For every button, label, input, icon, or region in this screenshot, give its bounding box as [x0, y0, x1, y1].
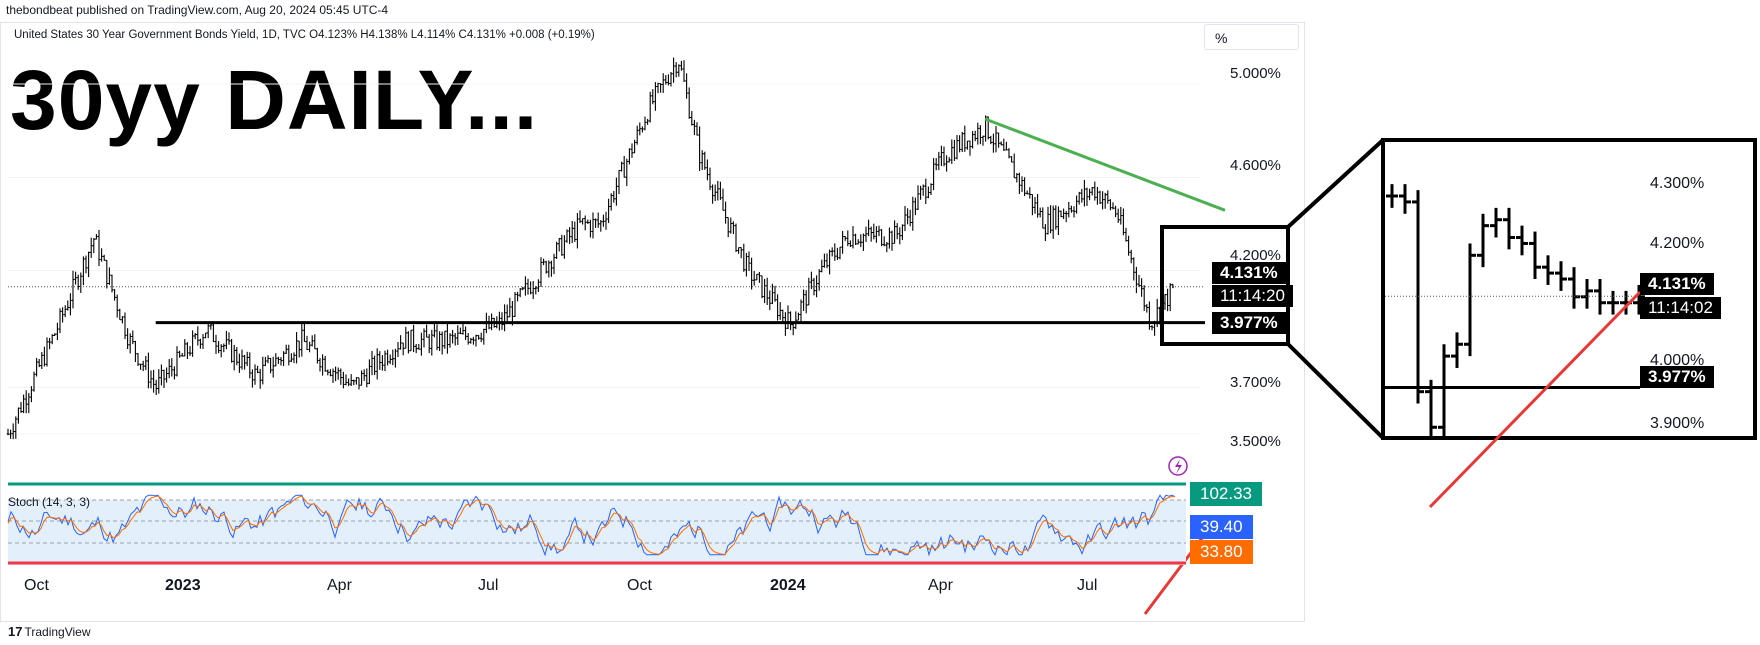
zoom-support-tag: 3.977% — [1640, 366, 1714, 388]
zoom-axis-label: 3.900% — [1650, 415, 1705, 432]
overlay-title: 30yy DAILY... — [10, 53, 539, 147]
time-axis-label: Apr — [327, 577, 352, 594]
time-axis-label: 2024 — [770, 577, 806, 594]
tradingview-footer: 17 TradingView — [8, 624, 91, 639]
replay-bolt-icon — [1175, 459, 1182, 474]
publish-header: thebondbeat published on TradingView.com… — [6, 3, 389, 17]
zoom-connector-top — [1286, 138, 1385, 229]
upper-band-tag: 102.33 — [1190, 482, 1262, 506]
time-axis-label: Jul — [478, 577, 499, 594]
zoom-trend-arrow — [1428, 290, 1642, 509]
zoom-axis-label: 4.200% — [1650, 235, 1705, 252]
price-axis-label: 3.500% — [1230, 433, 1281, 450]
replay-icon — [1168, 456, 1188, 476]
price-axis-label: 4.600% — [1230, 157, 1281, 174]
time-axis-label: 2023 — [165, 577, 201, 594]
scale-percent-button[interactable]: % — [1204, 24, 1299, 50]
oscillator-title[interactable]: Stoch (14, 3, 3) — [8, 495, 91, 509]
time-axis-label: Jul — [1077, 577, 1098, 594]
price-axis-label: 3.700% — [1230, 374, 1281, 391]
tradingview-brand: TradingView — [24, 625, 91, 639]
support-price-tag: 3.977% — [1212, 312, 1286, 334]
tradingview-logo-icon: 17 — [8, 624, 23, 639]
time-axis-label: Oct — [627, 577, 652, 594]
stoch-d-tag: 33.80 — [1190, 540, 1253, 564]
stoch-k-tag: 39.40 — [1190, 515, 1253, 539]
symbol-legend[interactable]: United States 30 Year Government Bonds Y… — [14, 29, 595, 41]
stoch-k-line — [7, 494, 1176, 557]
price-axis-label: 5.000% — [1230, 65, 1281, 82]
chart-frame — [0, 22, 1305, 622]
time-axis-label: Oct — [24, 577, 49, 594]
last-price-tag: 4.131% — [1212, 262, 1286, 284]
price-axis-label: 4.200% — [1230, 247, 1281, 264]
time-axis-label: Apr — [928, 577, 953, 594]
zoom-price-tag: 4.131% — [1640, 273, 1714, 295]
downtrend-line — [984, 117, 1226, 212]
bar-countdown: 11:14:20 — [1212, 285, 1293, 307]
stoch-d-line — [7, 495, 1176, 555]
zoom-axis-label: 4.300% — [1650, 175, 1705, 192]
zoom-connector-bottom — [1286, 342, 1385, 440]
zoom-countdown: 11:14:02 — [1640, 297, 1721, 319]
zoom-axis-label: 4.000% — [1650, 352, 1705, 369]
